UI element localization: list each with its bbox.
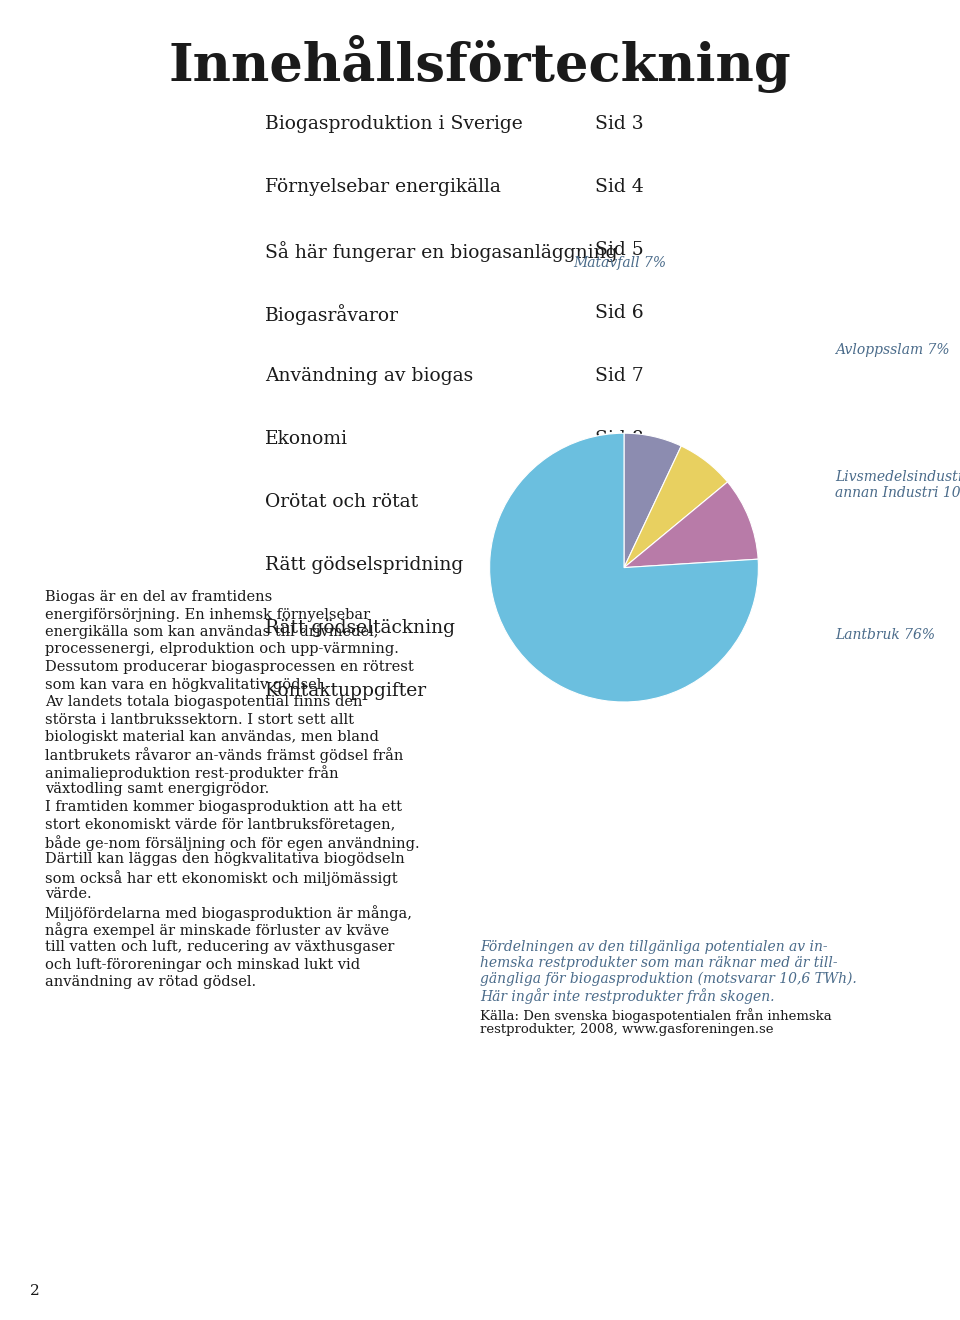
Text: Här ingår inte restprodukter från skogen.: Här ingår inte restprodukter från skogen… bbox=[480, 987, 775, 1005]
Text: energiförsörjning. En inhemsk förnyelsebar: energiförsörjning. En inhemsk förnyelseb… bbox=[45, 607, 371, 622]
Text: användning av rötad gödsel.: användning av rötad gödsel. bbox=[45, 975, 256, 989]
Text: energikälla som kan användas till drivmedel,: energikälla som kan användas till drivme… bbox=[45, 624, 378, 639]
Text: värde.: värde. bbox=[45, 887, 91, 902]
Text: Därtill kan läggas den högkvalitativa biogödseln: Därtill kan läggas den högkvalitativa bi… bbox=[45, 853, 405, 866]
Text: restprodukter, 2008, www.gasforeningen.se: restprodukter, 2008, www.gasforeningen.s… bbox=[480, 1023, 774, 1036]
Text: Förnyelsebar energikälla: Förnyelsebar energikälla bbox=[265, 178, 501, 195]
Text: Källa: Den svenska biogaspotentialen från inhemska: Källa: Den svenska biogaspotentialen frå… bbox=[480, 1008, 831, 1023]
Text: Av landets totala biogaspotential finns den: Av landets totala biogaspotential finns … bbox=[45, 696, 363, 709]
Text: Innehållsförteckning: Innehållsförteckning bbox=[169, 36, 791, 92]
Text: Biogas är en del av framtidens: Biogas är en del av framtidens bbox=[45, 590, 273, 605]
Text: Sid 6: Sid 6 bbox=[595, 304, 643, 322]
Text: Sid 3: Sid 3 bbox=[595, 115, 643, 133]
Text: Matavfall 7%: Matavfall 7% bbox=[573, 256, 666, 271]
Text: Orötat och rötat: Orötat och rötat bbox=[265, 492, 419, 511]
Text: I framtiden kommer biogasproduktion att ha ett: I framtiden kommer biogasproduktion att … bbox=[45, 800, 402, 814]
Text: några exempel är minskade förluster av kväve: några exempel är minskade förluster av k… bbox=[45, 923, 389, 939]
Text: Lantbruk 76%: Lantbruk 76% bbox=[835, 628, 935, 642]
Text: biologiskt material kan användas, men bland: biologiskt material kan användas, men bl… bbox=[45, 730, 379, 744]
Text: Rätt gödseltäckning: Rätt gödseltäckning bbox=[265, 619, 455, 638]
Text: Ekonomi: Ekonomi bbox=[265, 430, 348, 447]
Text: som också har ett ekonomiskt och miljömässigt: som också har ett ekonomiskt och miljömä… bbox=[45, 870, 397, 886]
Text: Sid 9: Sid 9 bbox=[595, 492, 643, 511]
Text: Sid 11: Sid 11 bbox=[595, 619, 656, 638]
Text: lantbrukets råvaror an-vänds främst gödsel från: lantbrukets råvaror an-vänds främst göds… bbox=[45, 747, 403, 763]
Text: Biogasproduktion i Sverige: Biogasproduktion i Sverige bbox=[265, 115, 523, 133]
Text: som kan vara en högkvalitativ gödsel.: som kan vara en högkvalitativ gödsel. bbox=[45, 677, 326, 692]
Text: Sid 10: Sid 10 bbox=[595, 556, 656, 574]
Wedge shape bbox=[624, 433, 682, 568]
Wedge shape bbox=[624, 446, 728, 568]
Text: Användning av biogas: Användning av biogas bbox=[265, 367, 473, 385]
Text: största i lantbrukssektorn. I stort sett allt: största i lantbrukssektorn. I stort sett… bbox=[45, 713, 354, 726]
Text: Dessutom producerar biogasprocessen en rötrest: Dessutom producerar biogasprocessen en r… bbox=[45, 660, 414, 675]
Text: och luft-föroreningar och minskad lukt vid: och luft-föroreningar och minskad lukt v… bbox=[45, 957, 360, 972]
Text: 2: 2 bbox=[30, 1284, 39, 1298]
Text: Sid 4: Sid 4 bbox=[595, 178, 644, 195]
Text: Sid 7: Sid 7 bbox=[595, 367, 644, 385]
Text: animalieproduktion rest-produkter från: animalieproduktion rest-produkter från bbox=[45, 766, 339, 781]
Text: gängliga för biogasproduktion (motsvarar 10,6 TWh).: gängliga för biogasproduktion (motsvarar… bbox=[480, 972, 856, 986]
Text: Sid 5: Sid 5 bbox=[595, 242, 644, 259]
Text: Avloppsslam 7%: Avloppsslam 7% bbox=[835, 343, 949, 356]
Text: Livsmedelsindustri och
annan Industri 10%: Livsmedelsindustri och annan Industri 10… bbox=[835, 470, 960, 500]
Text: stort ekonomiskt värde för lantbruksföretagen,: stort ekonomiskt värde för lantbruksföre… bbox=[45, 817, 396, 832]
Text: Fördelningen av den tillgänliga potentialen av in-: Fördelningen av den tillgänliga potentia… bbox=[480, 940, 828, 954]
Text: hemska restprodukter som man räknar med är till-: hemska restprodukter som man räknar med … bbox=[480, 956, 838, 970]
Text: både ge-nom försäljning och för egen användning.: både ge-nom försäljning och för egen anv… bbox=[45, 836, 420, 851]
Text: Rätt gödselspridning: Rätt gödselspridning bbox=[265, 556, 464, 574]
Text: växtodling samt energigrödor.: växtodling samt energigrödor. bbox=[45, 783, 269, 796]
Wedge shape bbox=[490, 433, 758, 702]
Text: processenergi, elproduktion och upp-värmning.: processenergi, elproduktion och upp-värm… bbox=[45, 643, 398, 656]
Text: Kontaktuppgifter: Kontaktuppgifter bbox=[265, 682, 427, 700]
Text: Så här fungerar en biogasanläggning: Så här fungerar en biogasanläggning bbox=[265, 242, 617, 261]
Text: Biogasråvaror: Biogasråvaror bbox=[265, 304, 399, 325]
Text: Sid 12: Sid 12 bbox=[595, 682, 656, 700]
Text: Miljöfördelarna med biogasproduktion är många,: Miljöfördelarna med biogasproduktion är … bbox=[45, 906, 412, 921]
Wedge shape bbox=[624, 482, 758, 568]
Text: Sid 8: Sid 8 bbox=[595, 430, 644, 447]
Text: till vatten och luft, reducering av växthusgaser: till vatten och luft, reducering av växt… bbox=[45, 940, 395, 954]
